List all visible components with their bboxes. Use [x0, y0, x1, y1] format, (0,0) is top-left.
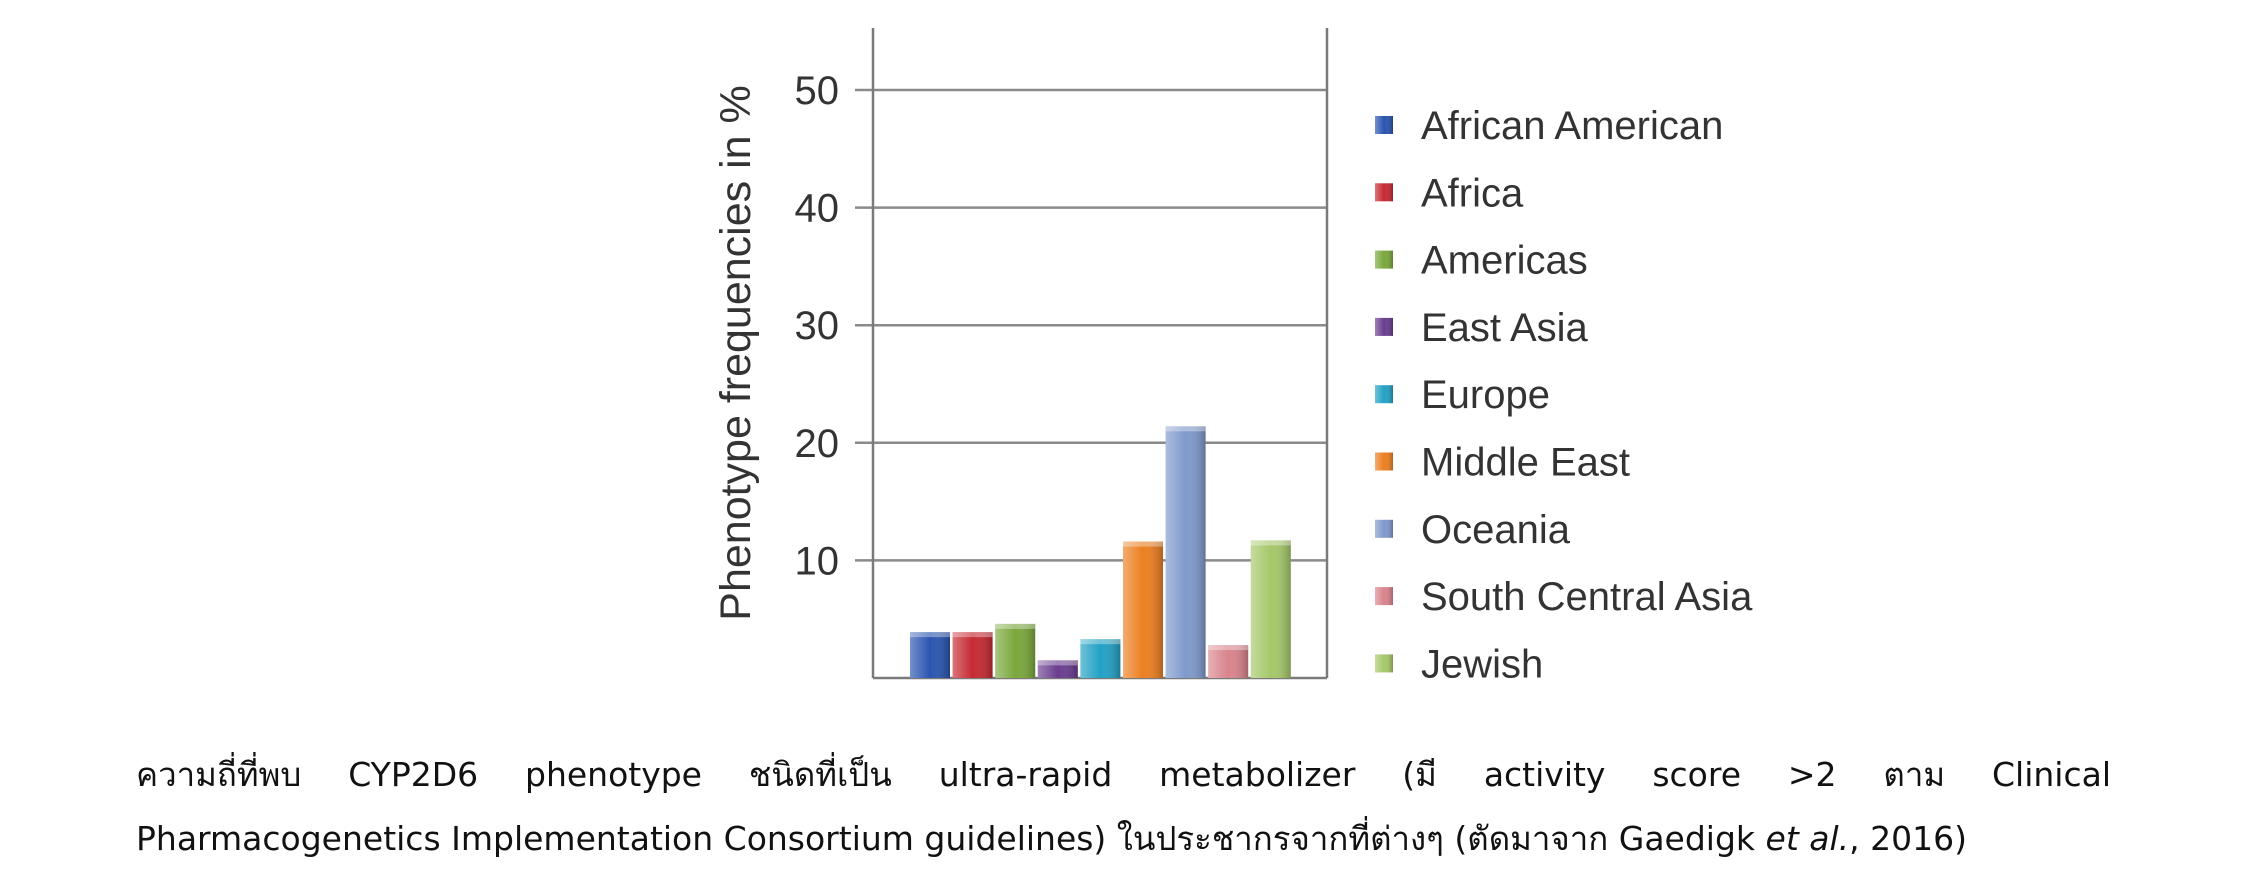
caption-word: ชนิดที่เป็น [748, 755, 892, 794]
legend-swatch-shading [1375, 587, 1393, 606]
bar [910, 632, 950, 678]
bar [1208, 645, 1249, 678]
figure-caption-line-2: Pharmacogenetics Implementation Consorti… [136, 812, 2111, 865]
caption-word: phenotype [525, 755, 702, 794]
caption-word: ตาม [1883, 755, 1946, 794]
bar-top-bevel [1165, 426, 1206, 432]
legend-label: Middle East [1421, 441, 1630, 485]
bar-top-bevel [995, 623, 1036, 629]
legend-swatch-shading [1375, 654, 1393, 673]
legend-label: Europe [1421, 373, 1550, 417]
bar [1037, 660, 1078, 678]
legend-item: South Central Asia [1375, 575, 1753, 619]
legend-swatch-shading [1375, 519, 1393, 538]
legend-label: Jewish [1421, 642, 1543, 686]
legend-swatch-shading [1375, 250, 1393, 269]
y-tick-label: 20 [795, 422, 840, 466]
bar-top-bevel [1037, 660, 1078, 666]
y-tick-label: 40 [795, 187, 840, 231]
bar-top-bevel [1208, 645, 1249, 651]
bar [1250, 540, 1291, 678]
legend-label: Africa [1421, 171, 1524, 215]
bar-shading [1208, 645, 1249, 678]
legend-swatch-shading [1375, 183, 1393, 202]
legend-item: Europe [1375, 373, 1550, 417]
y-axis-title: Phenotype frequencies in % [712, 85, 760, 620]
caption-word: CYP2D6 [348, 755, 479, 794]
caption-word: metabolizer [1159, 755, 1356, 794]
legend-swatch-shading [1375, 317, 1393, 336]
caption-word: >2 [1787, 755, 1837, 794]
bar-shading [1080, 639, 1121, 678]
figure-caption-line-1: ความถี่ที่พบ CYP2D6 phenotype ชนิดที่เป็… [136, 748, 2111, 801]
legend-swatch-shading [1375, 385, 1393, 404]
bar-shading [1165, 426, 1206, 678]
legend-item: Jewish [1375, 642, 1543, 686]
bar-shading [1037, 660, 1078, 678]
caption-word: score [1652, 755, 1741, 794]
bar-top-bevel [1123, 541, 1163, 547]
caption-text-italic: et al. [1765, 819, 1850, 858]
legend-item: Middle East [1375, 441, 1630, 485]
legend-label: Americas [1421, 239, 1588, 283]
legend-item: East Asia [1375, 306, 1589, 350]
legend-label: East Asia [1421, 306, 1589, 350]
legend: African American Africa Americas East Asia E… [1375, 104, 1753, 686]
caption-text-end: , 2016) [1849, 819, 1967, 858]
caption-word: ultra-rapid [938, 755, 1113, 794]
legend-swatch-shading [1375, 116, 1393, 134]
bar [952, 632, 993, 678]
y-tick-label: 10 [795, 539, 840, 583]
caption-word: (มี [1402, 755, 1437, 794]
legend-item: Africa [1375, 171, 1524, 215]
bars [910, 426, 1291, 678]
y-tick-label: 50 [795, 69, 840, 113]
bar-shading [952, 632, 993, 678]
caption-text-start: Pharmacogenetics Implementation Consorti… [136, 819, 1766, 858]
legend-item: African American [1375, 104, 1723, 148]
bar-top-bevel [1250, 540, 1291, 546]
gridlines [855, 88, 1327, 562]
y-tick-label: 30 [795, 304, 840, 348]
bar [1080, 639, 1121, 678]
bar [1165, 426, 1206, 678]
bar-shading [910, 632, 950, 678]
legend-item: Americas [1375, 239, 1588, 283]
legend-label: South Central Asia [1421, 575, 1753, 619]
bar-shading [995, 623, 1036, 678]
bar [1123, 541, 1163, 678]
bar-top-bevel [1080, 639, 1121, 645]
legend-label: Oceania [1421, 508, 1571, 552]
bar-shading [1250, 540, 1291, 678]
bar [995, 623, 1036, 678]
cyp2d6-phenotype-bar-chart: 10 20 30 40 50 African American Africa America… [712, 28, 1753, 686]
legend-item: Oceania [1375, 508, 1571, 552]
y-tick-labels: 10 20 30 40 50 [795, 69, 840, 583]
legend-label: African American [1421, 104, 1723, 148]
bar-shading [1123, 541, 1163, 678]
bar-top-bevel [952, 632, 993, 638]
caption-word: activity [1483, 755, 1606, 794]
caption-word: Clinical [1992, 755, 2111, 794]
caption-word: ความถี่ที่พบ [136, 755, 302, 794]
legend-swatch-shading [1375, 452, 1393, 471]
bar-top-bevel [910, 632, 950, 638]
